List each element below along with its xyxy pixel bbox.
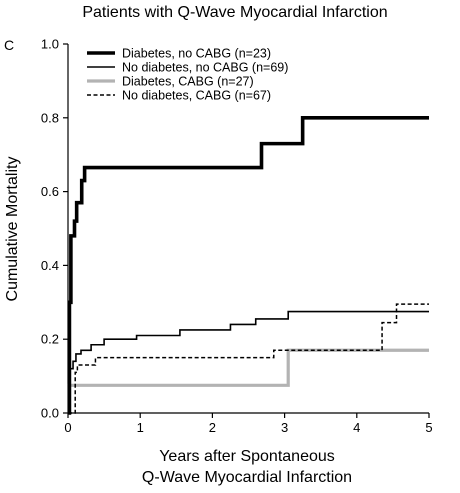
y-tick-label: 0.4 (41, 258, 59, 273)
y-tick-label: 0.6 (41, 184, 59, 199)
x-tick-label: 5 (425, 420, 432, 435)
x-tick-label: 1 (137, 420, 144, 435)
series-line-1 (67, 116, 429, 415)
y-tick-label: 0.0 (41, 406, 59, 421)
series-line-2 (68, 310, 429, 414)
series-line-4 (68, 303, 429, 414)
tick-labels: 0.0 0.2 0.4 0.6 0.8 1.0 0 1 2 3 4 5 (41, 37, 433, 436)
x-tick-label: 2 (209, 420, 216, 435)
series-line-3 (67, 348, 429, 415)
y-axis-label: Cumulative Mortality (4, 157, 21, 302)
y-tick-label: 0.8 (41, 110, 59, 125)
legend-label-1: Diabetes, no CABG (n=23) (122, 47, 271, 61)
chart-title: Patients with Q-Wave Myocardial Infarcti… (82, 4, 387, 21)
x-axis-label-line-1: Years after Spontaneous (159, 448, 335, 465)
legend: Diabetes, no CABG (n=23)No diabetes, no … (87, 47, 288, 103)
y-tick-label: 0.2 (41, 332, 59, 347)
series-lines (67, 116, 429, 415)
legend-label-3: Diabetes, CABG (n=27) (122, 75, 254, 89)
x-tick-label: 0 (64, 420, 71, 435)
x-tick-label: 3 (281, 420, 288, 435)
y-tick-label: 1.0 (41, 37, 59, 52)
panel-label: C (4, 37, 14, 53)
legend-label-2: No diabetes, no CABG (n=69) (122, 61, 288, 75)
x-axis-label-line-2: Q-Wave Myocardial Infarction (142, 469, 352, 486)
legend-label-4: No diabetes, CABG (n=67) (122, 89, 271, 103)
x-tick-label: 4 (353, 420, 360, 435)
